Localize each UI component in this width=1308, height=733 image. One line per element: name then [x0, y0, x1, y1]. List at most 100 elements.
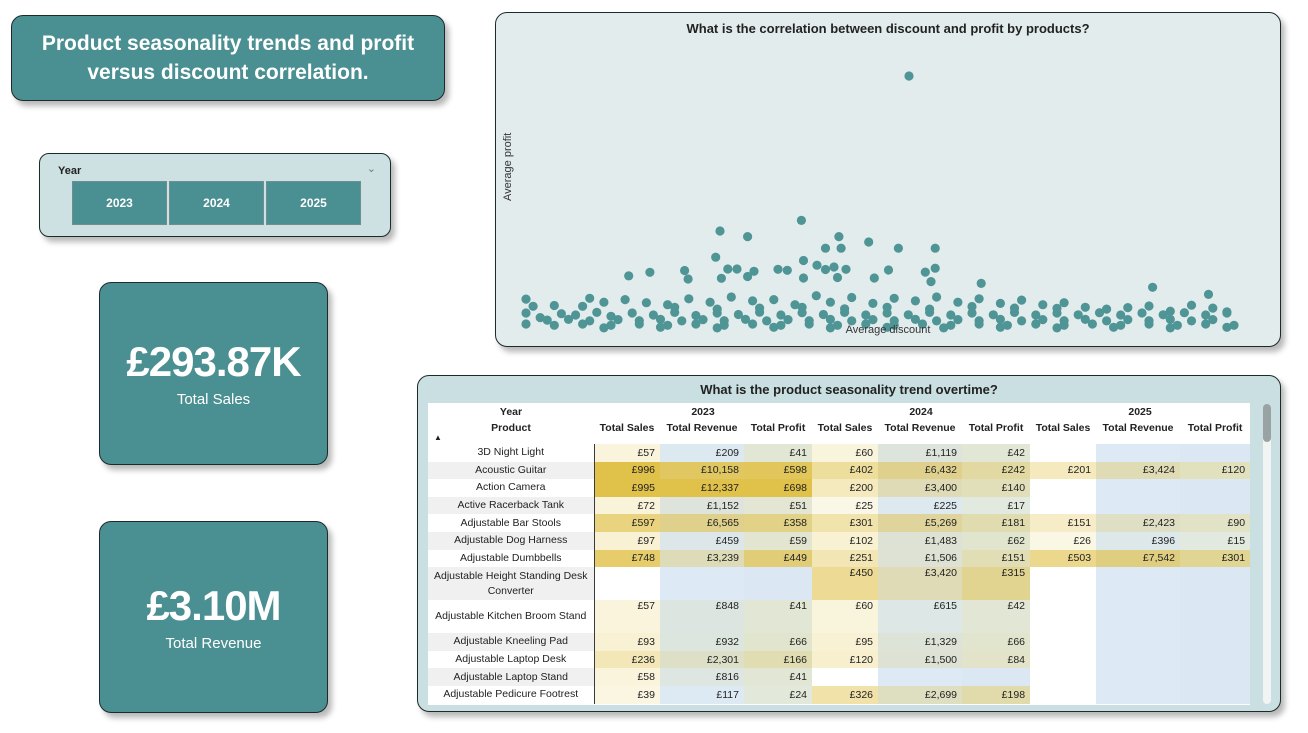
scatter-point[interactable]	[932, 292, 942, 302]
scatter-point[interactable]	[1158, 310, 1168, 320]
scatter-point[interactable]	[1144, 319, 1154, 329]
scatter-point[interactable]	[549, 320, 559, 330]
scatter-point[interactable]	[1208, 315, 1218, 325]
matrix-product-cell[interactable]: Adjustable Laptop Desk	[428, 650, 595, 669]
scatter-point[interactable]	[521, 308, 531, 318]
matrix-product-cell[interactable]: Adjustable Dog Harness	[428, 531, 595, 550]
scatter-point[interactable]	[691, 319, 701, 329]
scatter-point[interactable]	[1144, 301, 1154, 311]
scatter-point[interactable]	[1038, 300, 1048, 310]
scatter-point[interactable]	[953, 315, 963, 325]
scatter-point[interactable]	[995, 322, 1005, 332]
scatter-point[interactable]	[755, 307, 765, 317]
scatter-point[interactable]	[847, 316, 857, 326]
scatter-point[interactable]	[925, 307, 935, 317]
scatter-point[interactable]	[528, 301, 538, 311]
scatter-point[interactable]	[723, 264, 733, 274]
matrix-product-cell[interactable]: Adjustable Pedicure Footrest	[428, 685, 595, 704]
scatter-point[interactable]	[641, 298, 651, 308]
scatter-point[interactable]	[670, 307, 680, 317]
scatter-point[interactable]	[893, 243, 903, 253]
scatter-point[interactable]	[883, 265, 894, 275]
col-total-revenue[interactable]: Total Revenue	[1096, 420, 1181, 444]
scatter-point[interactable]	[834, 232, 844, 242]
scatter-point[interactable]	[740, 314, 751, 324]
scatter-point[interactable]	[864, 237, 874, 247]
scatter-point[interactable]	[748, 296, 758, 306]
scatter-point[interactable]	[769, 295, 779, 305]
scatter-point[interactable]	[967, 308, 977, 318]
matrix-product-cell[interactable]: 3D Night Light	[428, 444, 595, 462]
scatter-point[interactable]	[776, 310, 786, 320]
scatter-point[interactable]	[684, 294, 694, 304]
scrollbar-thumb[interactable]	[1263, 404, 1271, 442]
scatter-point[interactable]	[841, 264, 851, 274]
scatter-point[interactable]	[904, 71, 914, 81]
scatter-point[interactable]	[917, 319, 928, 329]
scatter-point[interactable]	[861, 310, 871, 320]
scatter-point[interactable]	[613, 315, 623, 325]
scatter-point[interactable]	[946, 310, 956, 320]
scatter-point[interactable]	[645, 267, 655, 277]
scatter-point[interactable]	[1087, 319, 1097, 329]
scatter-point[interactable]	[1165, 323, 1175, 333]
matrix-product-cell[interactable]: Adjustable Dumbbells	[428, 549, 595, 568]
scatter-point[interactable]	[920, 267, 930, 277]
scatter-point[interactable]	[926, 277, 936, 287]
scatter-point[interactable]	[812, 260, 822, 270]
scatter-point[interactable]	[655, 314, 666, 324]
col-total-sales[interactable]: Total Sales	[1030, 420, 1097, 444]
scatter-point[interactable]	[762, 316, 772, 326]
matrix-table-wrap[interactable]: ▲ Year 2023 2024 2025 Product Total Sale…	[428, 403, 1250, 705]
scatter-point[interactable]	[882, 308, 892, 318]
scatter-point[interactable]	[627, 308, 637, 318]
scatter-point[interactable]	[705, 297, 715, 307]
matrix-scrollbar[interactable]	[1263, 404, 1271, 704]
scatter-point[interactable]	[711, 252, 721, 262]
scatter-point[interactable]	[748, 319, 758, 329]
scatter-point[interactable]	[691, 310, 701, 321]
year-option-2025[interactable]: 2025	[266, 181, 361, 225]
col-total-profit[interactable]: Total Profit	[962, 420, 1031, 444]
scatter-point[interactable]	[655, 322, 666, 332]
scatter-point[interactable]	[804, 319, 814, 329]
year-option-2024[interactable]: 2024	[169, 181, 264, 225]
scatter-point[interactable]	[719, 320, 729, 330]
scatter-point[interactable]	[825, 323, 835, 333]
scatter-point[interactable]	[798, 255, 809, 266]
col-total-sales[interactable]: Total Sales	[812, 420, 879, 444]
scatter-point[interactable]	[698, 315, 708, 325]
scatter-point[interactable]	[1116, 320, 1126, 330]
scatter-point[interactable]	[1201, 310, 1211, 320]
scatter-point[interactable]	[585, 293, 595, 303]
scatter-point[interactable]	[773, 264, 783, 274]
scatter-point[interactable]	[1052, 308, 1062, 318]
scatter-point[interactable]	[1172, 320, 1182, 330]
scatter-point[interactable]	[861, 319, 871, 329]
scatter-point[interactable]	[663, 300, 673, 310]
scatter-point[interactable]	[967, 301, 977, 312]
scatter-point[interactable]	[882, 322, 892, 332]
scatter-point[interactable]	[1017, 316, 1027, 326]
scatter-point[interactable]	[930, 243, 940, 253]
scatter-point[interactable]	[910, 296, 920, 306]
scatter-point[interactable]	[825, 297, 835, 307]
scatter-plot[interactable]	[496, 13, 1282, 348]
chevron-down-icon[interactable]: ⌄	[366, 163, 376, 175]
scatter-point[interactable]	[1208, 303, 1218, 313]
scatter-point[interactable]	[733, 309, 743, 320]
scatter-point[interactable]	[798, 273, 809, 283]
scatter-point[interactable]	[868, 298, 878, 308]
scatter-point[interactable]	[820, 264, 831, 275]
scatter-point[interactable]	[715, 226, 725, 236]
scatter-point[interactable]	[1222, 308, 1232, 318]
scatter-point[interactable]	[903, 310, 913, 320]
scatter-point[interactable]	[1009, 307, 1020, 317]
scatter-point[interactable]	[820, 243, 831, 253]
scatter-point[interactable]	[743, 232, 753, 242]
scatter-point[interactable]	[542, 315, 552, 325]
scatter-point[interactable]	[790, 300, 800, 310]
matrix-product-header[interactable]: Product	[428, 420, 594, 444]
matrix-product-cell[interactable]: Adjustable Bar Stools	[428, 514, 595, 532]
scatter-point[interactable]	[663, 320, 673, 330]
